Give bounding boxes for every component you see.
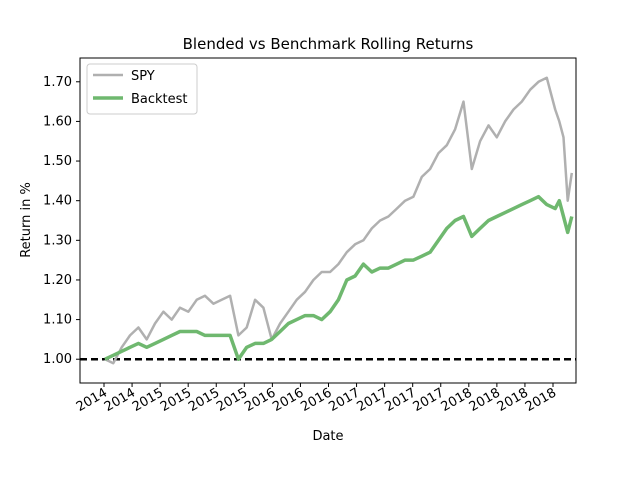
legend-box [86, 63, 198, 115]
chart-title: Blended vs Benchmark Rolling Returns [183, 35, 474, 53]
y-tick-label: 1.70 [43, 75, 72, 90]
y-tick-label: 1.20 [43, 273, 72, 288]
legend: SPY Backtest [86, 63, 198, 115]
y-tick-label: 1.60 [43, 114, 72, 129]
y-axis: 1.00 1.10 1.20 1.30 1.40 1.50 1.60 1.70 [43, 75, 80, 367]
y-tick-label: 1.40 [43, 194, 72, 209]
series-line-spy [104, 76, 574, 365]
y-tick-label: 1.50 [43, 154, 72, 169]
y-tick-label: 1.30 [43, 233, 72, 248]
plot-layer [80, 76, 576, 365]
legend-label-backtest: Backtest [131, 92, 188, 107]
series-line-backtest [104, 194, 574, 361]
x-axis-label: Date [312, 429, 343, 444]
y-axis-label: Return in % [19, 182, 34, 258]
y-tick-label: 1.00 [43, 352, 72, 367]
legend-label-spy: SPY [131, 69, 155, 84]
y-tick-label: 1.10 [43, 313, 72, 328]
